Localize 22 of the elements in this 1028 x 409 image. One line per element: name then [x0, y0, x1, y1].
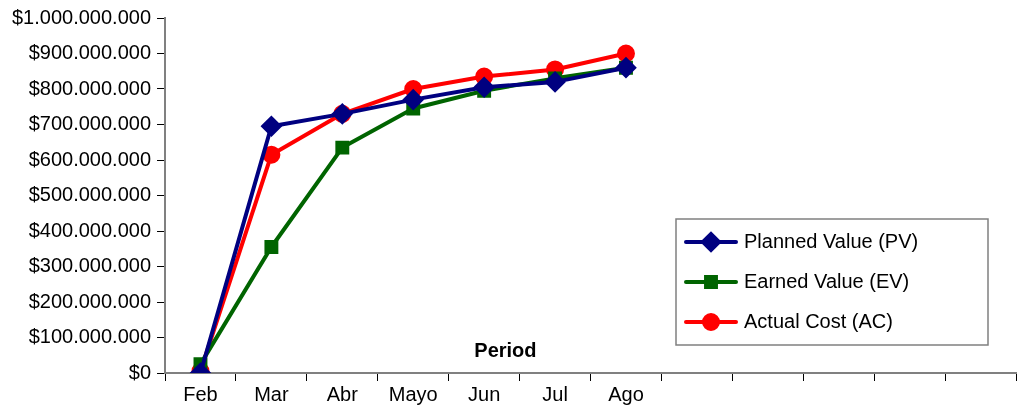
- y-tick-label: $800.000.000: [28, 76, 152, 99]
- x-tick-label: Ago: [608, 382, 644, 405]
- y-tick-label: $200.000.000: [28, 289, 152, 312]
- legend-label: Earned Value (EV): [744, 269, 910, 292]
- legend-label: Planned Value (PV): [744, 229, 919, 252]
- y-tick-label: $600.000.000: [28, 147, 152, 170]
- x-axis-title: Period: [474, 338, 537, 361]
- x-tick-label: Mar: [254, 382, 289, 405]
- y-tick-label: $0: [128, 360, 152, 383]
- y-tick-label: $400.000.000: [28, 218, 152, 241]
- y-tick-label: $1.000.000.000: [11, 5, 152, 28]
- y-tick-label: $100.000.000: [28, 325, 152, 348]
- y-tick-label: $500.000.000: [28, 183, 152, 206]
- y-tick-label: $900.000.000: [28, 41, 152, 64]
- x-tick-label: Jun: [468, 382, 501, 405]
- x-tick-label: Mayo: [388, 382, 438, 405]
- y-tick-label: $700.000.000: [28, 112, 152, 135]
- legend-label: Actual Cost (AC): [744, 309, 893, 332]
- x-tick-label: Feb: [183, 382, 218, 405]
- x-tick-label: Abr: [326, 382, 359, 405]
- y-tick-label: $300.000.000: [28, 254, 152, 277]
- x-tick-label: Jul: [542, 382, 568, 405]
